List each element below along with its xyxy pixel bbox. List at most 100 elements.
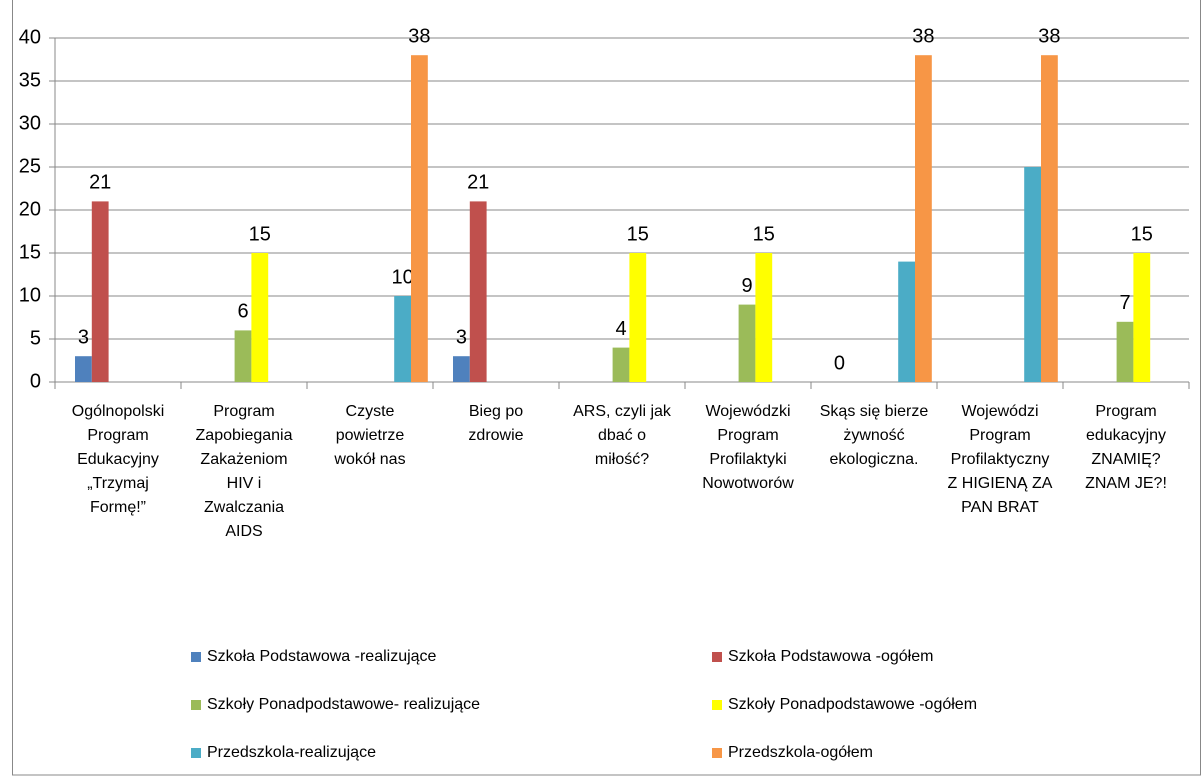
x-tick-label-line: dbać o <box>598 427 646 444</box>
chart-border <box>12 0 1201 776</box>
data-label: 15 <box>249 223 271 245</box>
legend-label: Przedszkola-realizujące <box>207 744 376 761</box>
x-tick-label-line: żywność <box>843 427 904 444</box>
x-tick-label-line: Edukacyjny <box>77 451 159 468</box>
data-label: 9 <box>741 275 752 297</box>
x-tick-label-line: Nowotworów <box>702 475 794 492</box>
x-tick-label: Skąs się bierze żywność ekologiczna. <box>820 403 929 468</box>
x-tick-label-line: HIV i <box>227 475 262 492</box>
legend-marker <box>191 652 201 662</box>
data-label: 21 <box>89 172 111 194</box>
legend-label: Szkoła Podstawowa -realizujące <box>207 648 437 665</box>
bar <box>234 330 252 382</box>
x-tick-label-line: miłość? <box>595 451 649 468</box>
legend-marker <box>712 700 722 710</box>
x-tick-label: Czyste powietrze wokół nas <box>333 403 405 468</box>
data-label: 15 <box>627 223 649 245</box>
data-label: 21 <box>467 172 489 194</box>
legend-label: Przedszkola-ogółem <box>728 744 873 761</box>
legend-label: Szkoły Ponadpodstawowe -ogółem <box>728 696 977 713</box>
x-tick-label: Program edukacyjny ZNAMIĘ? ZNAM JE?! <box>1085 403 1167 492</box>
x-tick-label-line: Program <box>969 427 1030 444</box>
x-tick-label-line: Zapobiegania <box>196 427 293 444</box>
legend-marker <box>191 700 201 710</box>
x-tick-label-line: ekologiczna. <box>830 451 919 468</box>
x-tick-label-line: Wojewódzi <box>961 403 1038 420</box>
legend-marker <box>712 652 722 662</box>
x-tick-label-line: ARS, czyli jak <box>573 403 672 420</box>
x-tick-label-line: Profilaktyczny <box>951 451 1050 468</box>
y-tick-label: 25 <box>19 155 41 177</box>
x-tick-label-line: Profilaktyki <box>709 451 786 468</box>
data-label: 38 <box>1038 25 1060 47</box>
x-tick-label-line: Program <box>213 403 274 420</box>
bar <box>91 201 109 382</box>
x-tick-label-line: ZNAMIĘ? <box>1091 451 1160 468</box>
x-tick-label: Wojewódzi Program Profilaktyczny Z HIGIENĄ … <box>948 403 1053 516</box>
bar <box>898 261 915 382</box>
x-tick-label-line: Zakażeniom <box>200 451 287 468</box>
bar <box>755 253 773 382</box>
x-tick-label: Ogólnopolski Program Edukacyjny „Trzymaj For… <box>72 403 165 516</box>
data-label: 15 <box>753 223 775 245</box>
bar <box>411 55 428 382</box>
y-tick-label: 5 <box>30 327 41 349</box>
x-tick-label: ARS, czyli jak dbać o miłość? <box>573 403 672 468</box>
y-tick-label: 40 <box>19 26 41 48</box>
legend-marker <box>191 748 201 758</box>
y-tick-label: 35 <box>19 69 41 91</box>
data-label: 3 <box>456 326 467 348</box>
x-tick-label-line: PAN BRAT <box>961 499 1039 516</box>
bar <box>75 356 92 382</box>
x-tick-label-line: ZNAM JE?! <box>1085 475 1167 492</box>
y-tick-label: 0 <box>30 370 41 392</box>
x-tick-label-line: AIDS <box>225 523 262 540</box>
x-tick-label-line: wokół nas <box>333 451 405 468</box>
legend-marker <box>712 748 722 758</box>
x-tick-label: Program Zapobiegania Zakażeniom HIV i Zwalcz… <box>196 403 293 540</box>
y-tick-label: 10 <box>19 284 41 306</box>
x-tick-label-line: powietrze <box>336 427 405 444</box>
x-tick-label-line: Z HIGIENĄ ZA <box>948 475 1053 492</box>
data-label: 38 <box>912 25 934 47</box>
data-label: 0 <box>834 352 845 374</box>
x-tick-label-line: Ogólnopolski <box>72 403 165 420</box>
data-label: 6 <box>237 301 248 323</box>
x-tick-label-line: Program <box>717 427 778 444</box>
bar <box>629 253 647 382</box>
bar <box>469 201 487 382</box>
bar <box>915 55 932 382</box>
x-tick-label: Bieg po zdrowie <box>468 403 523 444</box>
x-tick-label-line: Formę!” <box>90 499 146 516</box>
bar <box>1024 167 1041 382</box>
legend-label: Szkoły Ponadpodstawowe- realizujące <box>207 696 480 713</box>
y-tick-label: 15 <box>19 241 41 263</box>
x-tick-label-line: Program <box>87 427 148 444</box>
x-tick-label-line: Wojewódzki <box>705 403 790 420</box>
x-tick-label-line: „Trzymaj <box>87 475 149 492</box>
data-label: 7 <box>1119 292 1130 314</box>
bar <box>251 253 269 382</box>
bar <box>394 296 411 382</box>
legend-label: Szkoła Podstawowa -ogółem <box>728 648 933 665</box>
x-tick-label: Wojewódzki Program Profilaktyki Nowotworów <box>702 403 794 492</box>
x-tick-label-line: Zwalczania <box>204 499 284 516</box>
x-tick-label-line: Bieg po <box>469 403 523 420</box>
x-tick-label-line: edukacyjny <box>1086 427 1166 444</box>
x-tick-label-line: zdrowie <box>468 427 523 444</box>
data-label: 38 <box>408 25 430 47</box>
bar <box>1133 253 1151 382</box>
bar <box>1116 321 1134 382</box>
bar <box>453 356 470 382</box>
x-tick-label-line: Skąs się bierze <box>820 403 929 420</box>
data-label: 4 <box>615 318 626 340</box>
x-tick-label-line: Czyste <box>346 403 395 420</box>
data-label: 15 <box>1131 223 1153 245</box>
bar <box>738 304 756 382</box>
x-tick-label-line: Program <box>1095 403 1156 420</box>
bar <box>1041 55 1058 382</box>
y-tick-label: 20 <box>19 198 41 220</box>
y-tick-label: 30 <box>19 112 41 134</box>
